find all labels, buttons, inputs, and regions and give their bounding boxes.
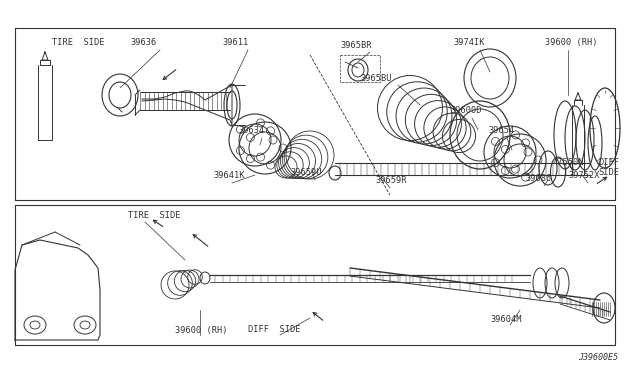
Text: TIRE  SIDE: TIRE SIDE: [128, 211, 180, 219]
Text: TIRE  SIDE: TIRE SIDE: [52, 38, 104, 46]
Text: J39600E5: J39600E5: [578, 353, 618, 362]
Text: 39604M: 39604M: [490, 315, 522, 324]
Text: DIFF: DIFF: [598, 157, 619, 167]
Text: 39600D: 39600D: [450, 106, 481, 115]
Text: 39659U: 39659U: [290, 167, 321, 176]
Text: 39600 (RH): 39600 (RH): [545, 38, 598, 46]
Text: 39654: 39654: [488, 125, 515, 135]
Text: 39636: 39636: [130, 38, 156, 46]
Text: 39659R: 39659R: [375, 176, 406, 185]
Text: 39634: 39634: [238, 125, 264, 135]
Text: 39611: 39611: [222, 38, 248, 46]
Text: 3965BU: 3965BU: [360, 74, 392, 83]
Text: 3965BR: 3965BR: [340, 41, 371, 49]
Text: SIDE: SIDE: [598, 167, 619, 176]
Text: 39641K: 39641K: [213, 170, 244, 180]
Text: 39686: 39686: [525, 173, 551, 183]
Text: 39752X: 39752X: [568, 170, 600, 180]
Text: 47550N: 47550N: [553, 157, 584, 167]
Text: 3974IK: 3974IK: [453, 38, 484, 46]
Text: DIFF  SIDE: DIFF SIDE: [248, 326, 301, 334]
Text: 39600 (RH): 39600 (RH): [175, 326, 227, 334]
